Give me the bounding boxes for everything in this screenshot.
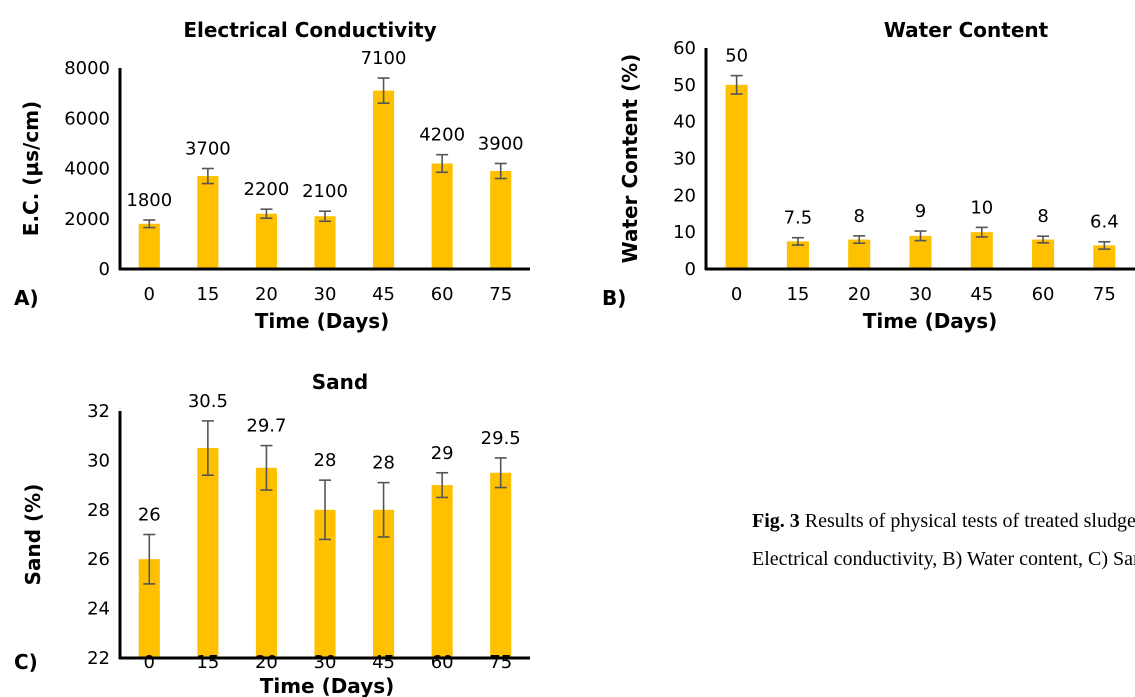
x-tick-label-wc-20: 20 xyxy=(848,284,871,305)
x-axis-label-sand: Time (Days) xyxy=(260,674,395,697)
x-tick-label-wc-15: 15 xyxy=(786,284,809,305)
data-label-ec-20: 2200 xyxy=(244,179,290,200)
bar-sand-20 xyxy=(255,467,277,658)
data-label-sand-30: 28 xyxy=(314,450,337,471)
x-tick-label-sand-30: 30 xyxy=(314,652,337,673)
x-tick-label-wc-75: 75 xyxy=(1093,284,1116,305)
data-label-wc-45: 10 xyxy=(970,197,993,218)
caption-label: Fig. 3 xyxy=(752,510,800,532)
y-tick-label-wc: 20 xyxy=(673,185,696,206)
bar-sand-75 xyxy=(490,472,512,658)
y-tick-label-ec: 2000 xyxy=(64,209,110,230)
bar-ec-15 xyxy=(197,176,219,269)
y-tick-label-ec: 8000 xyxy=(64,58,110,79)
y-axis-label-sand: Sand (%) xyxy=(21,484,45,586)
data-label-sand-60: 29 xyxy=(431,443,454,464)
y-tick-label-wc: 10 xyxy=(673,222,696,243)
y-tick-label-wc: 30 xyxy=(673,149,696,170)
caption-text-1: Results of physical tests of treated slu… xyxy=(799,510,1135,532)
data-label-ec-30: 2100 xyxy=(302,181,348,202)
data-label-wc-20: 8 xyxy=(853,206,864,227)
data-label-sand-75: 29.5 xyxy=(481,428,521,449)
panel-label-ec: A) xyxy=(14,286,39,310)
chart-title-ec: Electrical Conductivity xyxy=(183,18,436,42)
figure-caption: Fig. 3 Results of physical tests of trea… xyxy=(752,502,1135,578)
bar-wc-15 xyxy=(786,241,809,269)
chart-title-sand: Sand xyxy=(312,370,368,394)
y-tick-label-sand: 22 xyxy=(87,648,110,669)
y-tick-label-sand: 28 xyxy=(87,500,110,521)
y-tick-label-ec: 4000 xyxy=(64,159,110,180)
x-axis-label-ec: Time (Days) xyxy=(255,309,390,333)
panel-label-wc: B) xyxy=(602,286,626,310)
data-label-sand-0: 26 xyxy=(138,505,161,526)
caption-line-2: Electrical conductivity, B) Water conten… xyxy=(752,548,1135,570)
y-tick-label-wc: 50 xyxy=(673,75,696,96)
data-label-ec-0: 1800 xyxy=(126,190,172,211)
data-label-ec-15: 3700 xyxy=(185,139,231,160)
data-label-wc-0: 50 xyxy=(725,46,748,67)
bar-ec-30 xyxy=(314,216,336,269)
bar-wc-0 xyxy=(725,84,748,269)
x-tick-label-ec-45: 45 xyxy=(372,284,395,305)
x-tick-label-ec-30: 30 xyxy=(314,284,337,305)
x-tick-label-sand-75: 75 xyxy=(489,652,512,673)
x-tick-label-wc-45: 45 xyxy=(970,284,993,305)
data-label-sand-20: 29.7 xyxy=(246,416,286,437)
bar-sand-15 xyxy=(197,448,219,658)
bar-ec-60 xyxy=(431,163,453,269)
bar-wc-75 xyxy=(1093,245,1116,269)
x-tick-label-ec-75: 75 xyxy=(489,284,512,305)
bar-wc-60 xyxy=(1032,239,1055,269)
bar-ec-75 xyxy=(490,171,512,269)
x-tick-label-wc-60: 60 xyxy=(1032,284,1055,305)
data-label-sand-15: 30.5 xyxy=(188,391,228,412)
data-label-wc-60: 8 xyxy=(1037,206,1048,227)
x-tick-label-ec-60: 60 xyxy=(431,284,454,305)
y-tick-label-sand: 32 xyxy=(87,401,110,422)
x-axis-label-wc: Time (Days) xyxy=(863,309,998,333)
y-tick-label-sand: 26 xyxy=(87,549,110,570)
data-label-ec-45: 7100 xyxy=(361,48,407,69)
x-tick-label-sand-15: 15 xyxy=(196,652,219,673)
y-tick-label-wc: 0 xyxy=(685,259,696,280)
data-label-wc-30: 9 xyxy=(915,201,926,222)
y-tick-label-wc: 60 xyxy=(673,38,696,59)
y-tick-label-sand: 24 xyxy=(87,599,110,620)
x-tick-label-ec-0: 0 xyxy=(144,284,155,305)
x-tick-label-sand-0: 0 xyxy=(144,652,155,673)
bar-ec-20 xyxy=(255,213,277,269)
data-label-wc-15: 7.5 xyxy=(784,208,813,229)
y-tick-label-ec: 0 xyxy=(99,259,110,280)
x-tick-label-ec-20: 20 xyxy=(255,284,278,305)
panel-label-sand: C) xyxy=(14,650,38,674)
bar-sand-60 xyxy=(431,485,453,658)
y-axis-label-wc: Water Content (%) xyxy=(618,54,642,264)
data-label-ec-75: 3900 xyxy=(478,133,524,154)
data-label-wc-75: 6.4 xyxy=(1090,212,1119,233)
bar-wc-20 xyxy=(848,239,871,269)
x-tick-label-sand-45: 45 xyxy=(372,652,395,673)
bar-wc-45 xyxy=(970,232,993,269)
bar-sand-30 xyxy=(314,509,336,658)
x-tick-label-sand-20: 20 xyxy=(255,652,278,673)
bar-wc-30 xyxy=(909,235,932,269)
y-tick-label-sand: 30 xyxy=(87,450,110,471)
x-tick-label-wc-30: 30 xyxy=(909,284,932,305)
y-tick-label-wc: 40 xyxy=(673,112,696,133)
data-label-sand-45: 28 xyxy=(372,453,395,474)
x-tick-label-sand-60: 60 xyxy=(431,652,454,673)
y-axis-label-ec: E.C. (µs/cm) xyxy=(19,101,43,236)
bar-ec-0 xyxy=(138,223,160,269)
y-tick-label-ec: 6000 xyxy=(64,108,110,129)
bar-sand-45 xyxy=(373,509,395,658)
x-tick-label-wc-0: 0 xyxy=(731,284,742,305)
data-label-ec-60: 4200 xyxy=(419,125,465,146)
x-tick-label-ec-15: 15 xyxy=(196,284,219,305)
bar-ec-45 xyxy=(373,90,395,269)
chart-title-wc: Water Content xyxy=(884,18,1049,42)
caption-line-1: Fig. 3 Results of physical tests of trea… xyxy=(752,502,1135,540)
